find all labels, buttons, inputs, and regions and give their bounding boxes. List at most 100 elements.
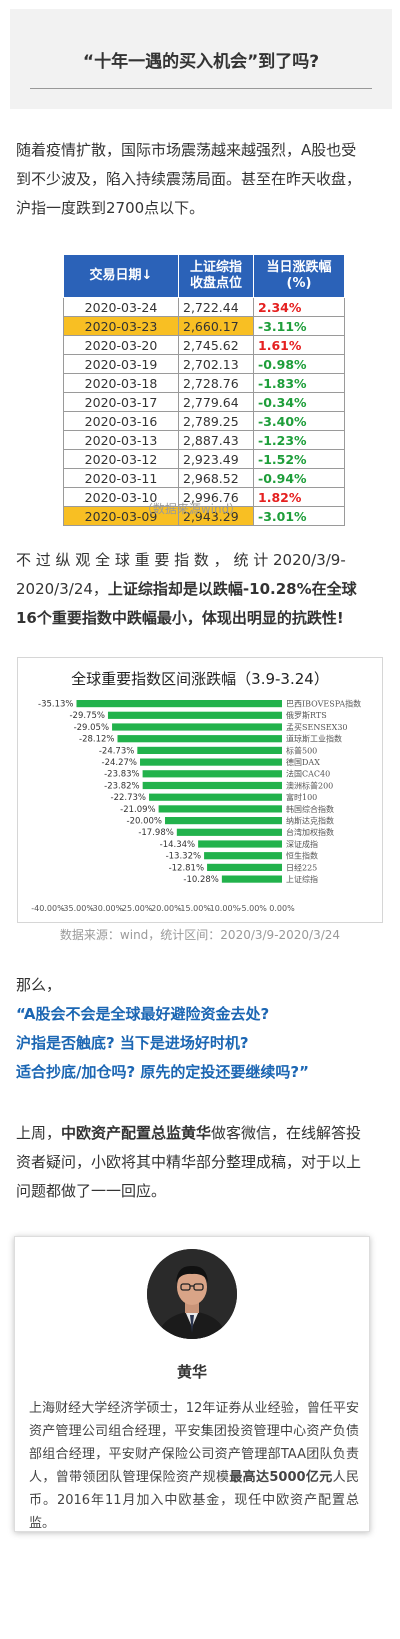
row-price: 2,745.62 [178, 335, 254, 355]
row-price: 2,789.25 [178, 411, 254, 431]
row-date: 2020-03-12 [63, 449, 179, 469]
chart-value-label: -35.13% [38, 700, 73, 710]
chart-bar [142, 770, 282, 778]
intro-line-1: 随着疫情扩散，国际市场震荡越来越强烈，A股也受 [16, 141, 357, 159]
row-price: 2,968.52 [178, 468, 254, 488]
chart-value-label: -12.81% [169, 863, 204, 873]
row-price: 2,728.76 [178, 373, 254, 393]
table-header-row: 交易日期↓ 上证综指 收盘点位 当日涨跌幅 (%) [63, 254, 345, 298]
chart-category-label: 深证成指 [286, 839, 318, 849]
profile-bio-highlight: 最高达5000亿元 [229, 1470, 333, 1485]
chart-category-label: 德国DAX [286, 757, 320, 767]
chart-bar [207, 863, 282, 871]
row-price: 2,702.13 [178, 354, 254, 374]
row-change: -1.83% [253, 373, 345, 393]
chart-bar [158, 805, 282, 813]
chart-bar [140, 758, 282, 766]
chart-tick-label: 0.00% [269, 904, 295, 913]
table-row: 2020-03-11 2,968.52 -0.94% [63, 468, 345, 488]
chart-value-label: -24.73% [99, 746, 134, 756]
row-price: 2,660.17 [178, 316, 254, 336]
chart-bar [142, 781, 282, 790]
chart-category-label: 孟买SENSEX30 [286, 722, 348, 732]
profile-name: 黄华 [176, 1363, 207, 1381]
chart-category-label: 恒生指数 [286, 851, 318, 861]
chart-category-label: 富时100 [286, 792, 317, 802]
row-date: 2020-03-13 [63, 430, 179, 450]
global-line-2: 2020/3/24，上证综指却是以跌幅-10.28%在全球 [16, 575, 386, 604]
row-date: 2020-03-16 [63, 411, 179, 431]
row-change: 1.61% [253, 335, 345, 355]
chart-value-label: -28.12% [79, 735, 114, 745]
table-row: 2020-03-19 2,702.13 -0.98% [63, 354, 345, 374]
global-line-1: 不 过 纵 观 全 球 重 要 指 数 ， 统 计 2020/3/9- [16, 551, 346, 569]
chart-bar [198, 840, 282, 848]
chart-category-label: 澳洲标普200 [286, 780, 333, 790]
chart-category-label: 标普500 [286, 745, 317, 755]
row-date: 2020-03-17 [63, 392, 179, 412]
table-row: 2020-03-24 2,722.44 2.34% [63, 297, 345, 317]
row-date: 2020-03-09 [63, 506, 179, 526]
expert-line-1: 上周，中欧资产配置总监黄华做客微信，在线解答投 [16, 1119, 386, 1148]
expert-line-3: 问题都做了一一回应。 [16, 1182, 167, 1200]
chart-value-label: -22.73% [111, 793, 146, 803]
global-paragraph: 不 过 纵 观 全 球 重 要 指 数 ， 统 计 2020/3/9- 2020… [16, 546, 386, 633]
header-change-line-1: 当日涨跌幅 [266, 260, 332, 275]
chart-value-label: -20.00% [127, 817, 162, 827]
question-3: 适合抄底/加仓吗? 原先的定投还要继续吗?” [16, 1063, 309, 1081]
chart-category-label: 俄罗斯RTS [286, 710, 327, 720]
row-date: 2020-03-24 [63, 297, 179, 317]
chart-value-label: -14.34% [160, 840, 195, 850]
header-change: 当日涨跌幅 (%) [253, 254, 345, 298]
expert-line-1-a: 上周， [16, 1124, 62, 1142]
chart-tick-label: -40.00% [31, 904, 65, 913]
table-source: （数据来源wind） [140, 502, 242, 516]
row-price: 2,943.29 [178, 506, 254, 526]
chart-value-label: -13.32% [166, 852, 201, 862]
profile-bio: 上海财经大学经济学硕士，12年证券从业经验，曾任平安资产管理公司组合经理，平安集… [29, 1397, 359, 1535]
header-price: 上证综指 收盘点位 [178, 254, 254, 298]
table-row: 2020-03-13 2,887.43 -1.23% [63, 430, 345, 450]
chart-bar [107, 711, 283, 719]
chart-tick-label: -10.00% [207, 904, 241, 913]
header-box: “十年一遇的买入机会”到了吗? [10, 9, 392, 109]
intro-line-3: 沪指一度跌到2700点以下。 [16, 199, 205, 217]
row-change: -3.11% [253, 316, 345, 336]
question-2: 沪指是否触底? 当下是进场好时机? [16, 1034, 249, 1052]
chart-category-label: 法国CAC40 [286, 769, 330, 779]
profile-bio-c: 人民币。2016年11月加入中欧基金，现任中欧资产配置总监。 [29, 1470, 359, 1531]
chart-tick-label: -35.00% [61, 904, 95, 913]
chart-category-label: 巴西IBOVESPA指数 [286, 699, 361, 709]
chart-category-label: 上证综指 [286, 874, 318, 884]
row-change: -3.40% [253, 411, 345, 431]
row-price: 2,923.49 [178, 449, 254, 469]
expert-paragraph: 上周，中欧资产配置总监黄华做客微信，在线解答投 资者疑问，小欧将其中精华部分整理… [16, 1119, 386, 1206]
row-change: -1.52% [253, 449, 345, 469]
chart-bar [165, 817, 282, 825]
row-change: -1.23% [253, 430, 345, 450]
chart-category-label: 纳斯达克指数 [286, 816, 334, 826]
table-row: 2020-03-16 2,789.25 -3.40% [63, 411, 345, 431]
global-line-3: 16个重要指数中跌幅最小，体现出明显的抗跌性! [16, 604, 386, 633]
global-line-2-date: 2020/3/24， [16, 580, 108, 598]
questions-block: 那么， “A股会不会是全球最好避险资金去处? 沪指是否触底? 当下是进场好时机?… [16, 971, 386, 1087]
chart-tick-label: -15.00% [178, 904, 212, 913]
header-date: 交易日期↓ [63, 254, 179, 298]
global-index-chart: 全球重要指数区间涨跌幅（3.9-3.24） -35.13% 巴西IBOVESPA指… [17, 657, 383, 923]
table-body: 2020-03-24 2,722.44 2.34% 2020-03-23 2,660.1… [63, 297, 345, 526]
chart-value-label: -21.09% [120, 805, 155, 815]
index-table: 交易日期↓ 上证综指 收盘点位 当日涨跌幅 (%) 2020-03-24 2,722.… [63, 254, 345, 526]
expert-name-bold: 中欧资产配置总监黄华 [61, 1124, 212, 1142]
chart-value-label: -17.98% [138, 828, 173, 838]
table-row: 2020-03-20 2,745.62 1.61% [63, 335, 345, 355]
chart-category-label: 台湾加权指数 [286, 827, 334, 837]
profile-card: 黄华 上海财经大学经济学硕士，12年证券从业经验，曾任平安资产管理公司组合经理，… [14, 1236, 370, 1532]
row-change: -3.01% [253, 506, 345, 526]
table-row: 2020-03-18 2,728.76 -1.83% [63, 373, 345, 393]
page-title: “十年一遇的买入机会”到了吗? [82, 52, 320, 72]
chart-tick-label: -25.00% [119, 904, 153, 913]
chart-bar [117, 735, 282, 743]
avatar [147, 1249, 237, 1339]
avatar-portrait-icon [147, 1249, 237, 1339]
question-1: “A股会不会是全球最好避险资金去处? [16, 1005, 270, 1023]
